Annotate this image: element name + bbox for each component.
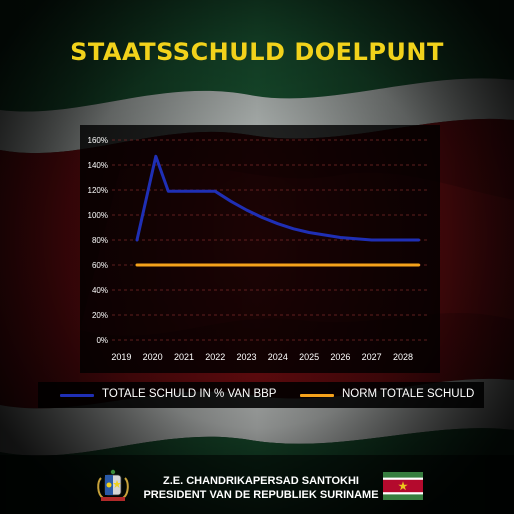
x-tick-label: 2025 [299,352,319,362]
page-title: STAATSSCHULD DOELPUNT [70,38,444,66]
x-tick-label: 2020 [143,352,163,362]
x-tick-label: 2019 [111,352,131,362]
suriname-flag-icon [383,472,423,500]
x-tick-label: 2026 [330,352,350,362]
y-tick-label: 80% [92,236,108,245]
x-tick-label: 2028 [393,352,413,362]
y-tick-label: 140% [88,161,108,170]
legend-swatch-total-debt [60,394,94,397]
footer-role: PRESIDENT VAN DE REPUBLIEK SURINAME [143,489,379,501]
coat-of-arms-icon [97,469,129,501]
x-tick-label: 2023 [237,352,257,362]
x-tick-label: 2027 [362,352,382,362]
y-tick-label: 60% [92,261,108,270]
x-tick-label: 2021 [174,352,194,362]
y-tick-label: 20% [92,311,108,320]
y-tick-label: 160% [88,136,108,145]
y-tick-label: 120% [88,186,108,195]
y-tick-label: 40% [92,286,108,295]
legend-label-total-debt: TOTALE SCHULD IN % VAN BBP [102,388,277,400]
y-tick-label: 100% [88,211,108,220]
x-tick-label: 2024 [268,352,288,362]
series-line-total-debt [135,154,421,242]
footer-caption: Z.E. CHANDRIKAPERSAD SANTOKHI PRESIDENT … [130,474,392,502]
legend-swatch-norm [300,394,334,397]
chart-panel: 0% 20% 40% 60% 80% 100% 120% 140% 160% 2019 2020 20… [80,125,440,373]
legend-label-norm: NORM TOTALE SCHULD [342,388,475,400]
debt-line-chart: 0% 20% 40% 60% 80% 100% 120% 140% 160% 2019 2020 20… [88,136,428,362]
footer-name: Z.E. CHANDRIKAPERSAD SANTOKHI [163,475,359,487]
x-tick-label: 2022 [205,352,225,362]
y-tick-label: 0% [96,336,108,345]
chart-legend: TOTALE SCHULD IN % VAN BBP NORM TOTALE S… [38,382,484,408]
